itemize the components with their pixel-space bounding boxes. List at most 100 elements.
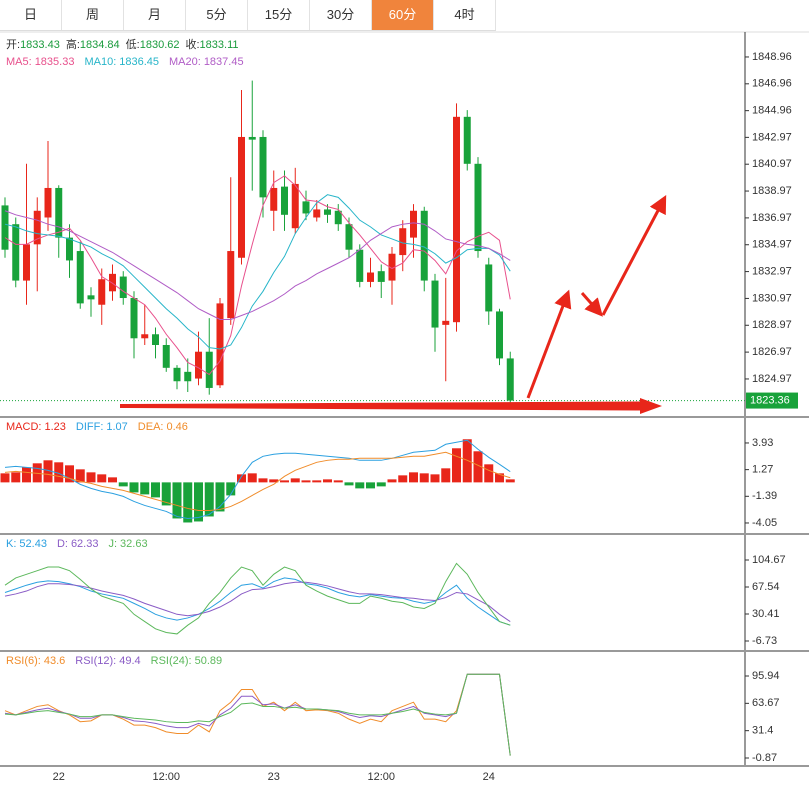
timeframe-tabs: 日周月 5分 15分 30分 60分 4时 xyxy=(0,0,496,31)
candle-body xyxy=(485,264,493,312)
y-tick-label: 1838.97 xyxy=(752,185,792,197)
line xyxy=(4,673,511,756)
info-value: 1833.11 xyxy=(200,39,239,51)
info-value: 1830.62 xyxy=(140,39,180,51)
macd-bar xyxy=(280,480,289,483)
legend-value: 1.23 xyxy=(44,421,65,433)
line xyxy=(4,439,511,519)
y-tick-label: 67.54 xyxy=(752,581,780,593)
y-tick-label: 1836.97 xyxy=(752,212,792,224)
candle-body xyxy=(399,228,407,256)
candle-body xyxy=(334,210,342,225)
info-value: 1834.84 xyxy=(80,39,120,51)
tab[interactable]: 30分 xyxy=(310,0,372,30)
tab[interactable]: 4时 xyxy=(434,0,496,30)
tab[interactable]: 5分 xyxy=(186,0,248,30)
candle-body xyxy=(367,272,374,282)
candle-body xyxy=(474,163,482,252)
macd-bar xyxy=(226,482,236,496)
macd-bar xyxy=(151,482,160,498)
y-tick-label: 1824.97 xyxy=(752,373,792,385)
info-label: 高: xyxy=(66,37,80,51)
line xyxy=(4,451,511,511)
candle-body xyxy=(109,273,116,292)
y-tick-label: 104.67 xyxy=(752,554,786,566)
y-tick-label: 1840.97 xyxy=(752,158,792,170)
candle-body xyxy=(431,280,439,328)
legend-name: DEA: xyxy=(138,421,164,433)
macd-bar xyxy=(312,480,322,483)
arrow-horizontal xyxy=(120,398,662,414)
y-tick-label: 1848.96 xyxy=(752,51,792,63)
candle-body xyxy=(152,334,159,345)
ohlc-info: 开:1833.43 高:1834.84 低:1830.62 收:1833.11 xyxy=(6,37,239,51)
legend: MA5: 1835.33 MA10: 1836.45 MA20: 1837.45 xyxy=(6,56,244,68)
line xyxy=(4,562,511,635)
macd-bar xyxy=(333,480,343,483)
y-tick-label: 1.27 xyxy=(752,464,773,476)
macd-bar xyxy=(495,473,504,483)
x-tick-label: 22 xyxy=(53,771,65,783)
arrow-down xyxy=(580,292,603,317)
line xyxy=(4,673,511,756)
y-tick-label: 1842.97 xyxy=(752,131,792,143)
macd-bar xyxy=(473,451,483,483)
y-tick-label: 3.93 xyxy=(752,437,773,449)
candle-body xyxy=(1,205,9,250)
candle-body xyxy=(496,311,503,359)
candle-body xyxy=(98,279,106,305)
y-tick-label: 95.94 xyxy=(752,670,780,682)
y-tick-label: -0.87 xyxy=(752,752,777,764)
candle-body xyxy=(248,136,256,140)
legend: RSI(6): 43.6 RSI(12): 49.4 RSI(24): 50.89 xyxy=(6,655,222,667)
macd-bar xyxy=(11,472,21,483)
macd-bar xyxy=(505,479,515,483)
candle-body xyxy=(388,253,396,281)
legend-name: MA10: xyxy=(84,56,116,68)
line xyxy=(4,175,511,376)
macd-bar xyxy=(204,482,214,517)
legend-name: RSI(6): xyxy=(6,655,41,667)
candle-body xyxy=(259,136,267,198)
candle-body xyxy=(238,136,245,258)
macd-bar xyxy=(194,482,203,522)
legend-value: 1.07 xyxy=(106,421,127,433)
line xyxy=(4,577,511,626)
y-tick-label: -6.73 xyxy=(752,635,777,647)
info-label: 低: xyxy=(126,38,140,51)
tab[interactable]: 15分 xyxy=(248,0,310,30)
candle-body xyxy=(281,186,288,215)
macd-bar xyxy=(419,473,429,483)
x-tick-label: 23 xyxy=(268,771,280,783)
tab[interactable]: 60分 xyxy=(372,0,434,30)
macd-bar xyxy=(43,460,53,483)
candle-body xyxy=(141,334,149,339)
legend-value: 43.6 xyxy=(44,655,65,667)
y-tick-label: 1846.96 xyxy=(752,78,792,90)
macd-bar xyxy=(172,482,182,519)
tab[interactable]: 日 xyxy=(0,0,62,30)
legend: MACD: 1.23 DIFF: 1.07 DEA: 0.46 xyxy=(6,421,188,433)
candle-body xyxy=(76,251,84,304)
macd-bar xyxy=(22,467,31,483)
y-tick-label: 63.67 xyxy=(752,697,780,709)
legend-name: MA20: xyxy=(169,56,201,68)
legend-name: J: xyxy=(108,538,117,550)
macd-bar xyxy=(290,478,300,483)
macd-bar xyxy=(161,482,171,506)
macd-bar xyxy=(387,479,397,483)
info-value: 1833.43 xyxy=(20,39,60,51)
legend-value: 49.4 xyxy=(119,655,140,667)
candle-body xyxy=(302,201,310,214)
legend-value: 32.63 xyxy=(120,538,148,550)
candle-body xyxy=(12,224,20,281)
candle-body xyxy=(345,224,353,250)
candle-body xyxy=(162,344,170,368)
tab[interactable]: 月 xyxy=(124,0,186,30)
tab[interactable]: 周 xyxy=(62,0,124,30)
macd-bar xyxy=(409,472,418,483)
legend-name: DIFF: xyxy=(76,421,104,433)
macd-bar xyxy=(54,462,64,483)
candle-body xyxy=(410,210,417,238)
